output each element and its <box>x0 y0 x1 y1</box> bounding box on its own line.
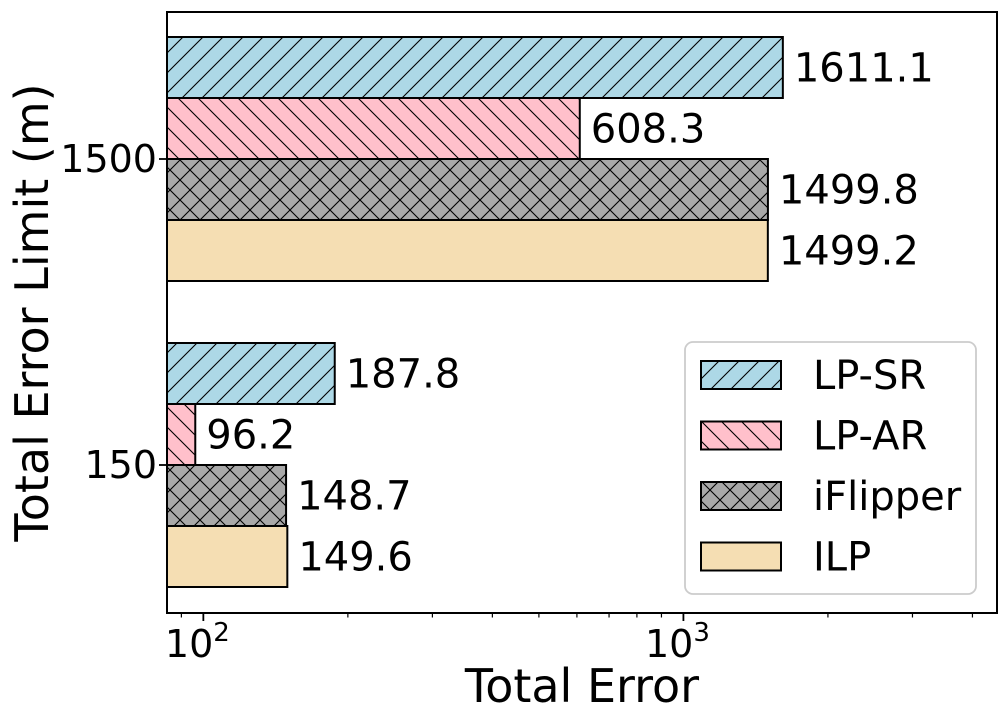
legend-item-ILP: ILP <box>700 535 871 581</box>
bar-LP-AR-150 <box>166 403 197 466</box>
bars-layer <box>166 36 784 588</box>
legend-swatch <box>701 542 781 571</box>
legend-swatch-hatch <box>701 421 781 450</box>
legend-label: iFlipper <box>813 474 962 520</box>
legend-swatch-hatch <box>701 482 781 510</box>
data-label: 96.2 <box>206 413 295 459</box>
legend-swatch-outline <box>700 481 782 511</box>
plot-frame <box>166 11 998 614</box>
legend-swatch-outline <box>700 541 782 572</box>
y-tick-label: 1500 <box>60 137 157 181</box>
data-label: 1611.1 <box>794 46 934 92</box>
bar-hatch <box>167 465 287 526</box>
y-axis-ticks: 150 1500 <box>60 137 167 487</box>
data-label: 149.6 <box>298 535 413 581</box>
legend-item-iFlipper: iFlipper <box>700 474 962 520</box>
legend-swatch-hatch <box>701 361 781 389</box>
bar-ILP-1500 <box>166 219 769 282</box>
data-label: 187.8 <box>346 352 461 398</box>
bar-fill <box>167 220 768 281</box>
x-axis-title: Total Error <box>464 659 699 713</box>
data-label: 608.3 <box>591 107 706 153</box>
data-label: 1499.8 <box>779 168 919 214</box>
legend-frame <box>684 341 977 595</box>
x-tick-label: 103 <box>645 618 710 666</box>
bar-iFlipper-1500 <box>166 158 769 221</box>
legend-item-LP-SR: LP-SR <box>700 353 926 399</box>
legend-label: ILP <box>813 535 871 581</box>
legend-label: LP-AR <box>813 414 927 460</box>
data-label: 148.7 <box>297 474 412 520</box>
bar-LP-AR-1500 <box>166 97 581 160</box>
bar-iFlipper-150 <box>166 464 288 527</box>
data-label: 1499.2 <box>779 229 919 275</box>
y-axis-title: Total Error Limit (m) <box>5 83 59 542</box>
bar-hatch <box>167 159 768 220</box>
legend-label: LP-SR <box>813 353 926 399</box>
bar-hatch <box>167 98 580 159</box>
x-tick-label: 102 <box>165 618 230 666</box>
legend-swatch-outline <box>700 420 782 451</box>
legend: LP-SR LP-AR iFlipper ILP <box>684 341 977 595</box>
bar-hatch <box>167 37 783 98</box>
bar-fill <box>167 526 288 587</box>
bar-hatch <box>167 343 335 404</box>
bar-ILP-150 <box>166 525 289 588</box>
bar-LP-SR-150 <box>166 342 336 405</box>
x-axis-ticks: 102 103 <box>165 613 974 666</box>
bar-LP-SR-1500 <box>166 36 784 99</box>
y-tick-label: 150 <box>84 443 157 487</box>
legend-item-LP-AR: LP-AR <box>700 414 927 460</box>
bar-hatch <box>167 404 196 465</box>
legend-swatch-outline <box>700 360 782 390</box>
